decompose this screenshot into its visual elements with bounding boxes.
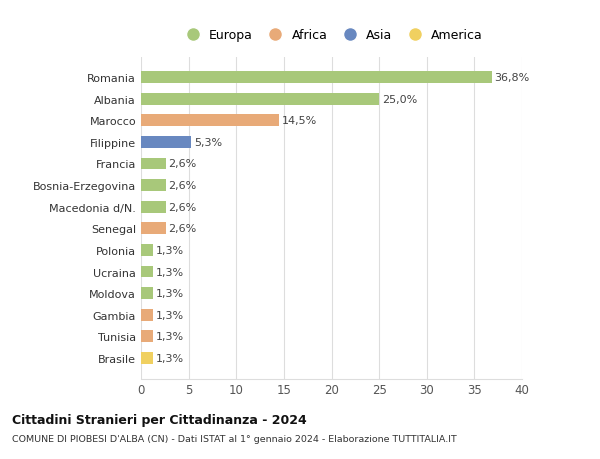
Bar xyxy=(141,72,491,84)
Text: 1,3%: 1,3% xyxy=(156,310,184,320)
Text: 2,6%: 2,6% xyxy=(169,159,197,169)
Text: 1,3%: 1,3% xyxy=(156,289,184,298)
Bar xyxy=(141,287,154,299)
Bar xyxy=(141,180,166,191)
Text: 25,0%: 25,0% xyxy=(382,95,417,105)
Bar xyxy=(141,352,154,364)
Text: 1,3%: 1,3% xyxy=(156,353,184,363)
Bar xyxy=(141,245,154,256)
Bar xyxy=(141,158,166,170)
Text: Cittadini Stranieri per Cittadinanza - 2024: Cittadini Stranieri per Cittadinanza - 2… xyxy=(12,413,307,426)
Text: 1,3%: 1,3% xyxy=(156,331,184,341)
Legend: Europa, Africa, Asia, America: Europa, Africa, Asia, America xyxy=(178,27,485,45)
Bar xyxy=(141,94,379,106)
Bar xyxy=(141,202,166,213)
Text: 2,6%: 2,6% xyxy=(169,224,197,234)
Text: 2,6%: 2,6% xyxy=(169,202,197,212)
Text: 14,5%: 14,5% xyxy=(282,116,317,126)
Bar xyxy=(141,137,191,149)
Text: 1,3%: 1,3% xyxy=(156,267,184,277)
Text: 1,3%: 1,3% xyxy=(156,246,184,255)
Bar xyxy=(141,330,154,342)
Bar xyxy=(141,223,166,235)
Bar xyxy=(141,309,154,321)
Bar xyxy=(141,115,279,127)
Text: 5,3%: 5,3% xyxy=(194,138,223,147)
Bar xyxy=(141,266,154,278)
Text: 36,8%: 36,8% xyxy=(494,73,530,83)
Text: COMUNE DI PIOBESI D'ALBA (CN) - Dati ISTAT al 1° gennaio 2024 - Elaborazione TUT: COMUNE DI PIOBESI D'ALBA (CN) - Dati IST… xyxy=(12,434,457,443)
Text: 2,6%: 2,6% xyxy=(169,181,197,190)
